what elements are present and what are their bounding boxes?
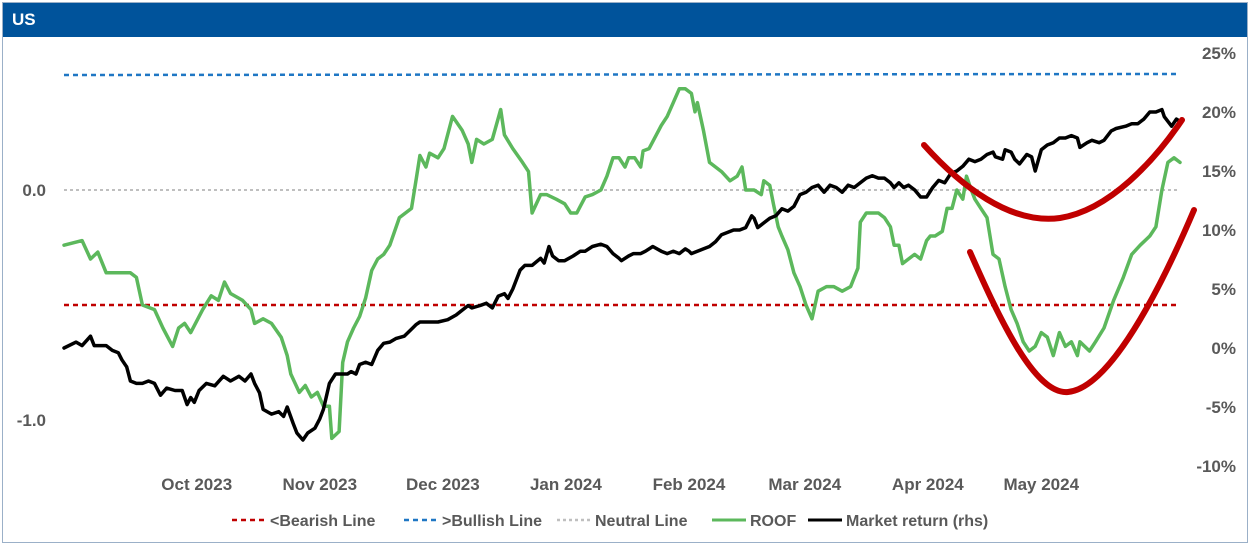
- lower-smile-annotation: [967, 207, 1197, 396]
- right-axis-tick-label: 20%: [1202, 103, 1236, 122]
- right-axis-tick-label: 0%: [1211, 339, 1236, 358]
- left-axis-tick-label: -1.0: [17, 411, 46, 430]
- x-axis-tick-label: Feb 2024: [653, 475, 726, 494]
- legend-label: <Bearish Line: [270, 513, 375, 530]
- legend-label: ROOF: [750, 513, 796, 530]
- legend-label: Neutral Line: [595, 513, 688, 530]
- roof-series-line: [62, 87, 1182, 441]
- bullish-line: [63, 72, 1181, 77]
- x-axis-tick-label: Nov 2023: [282, 475, 357, 494]
- market-return-series-line: [62, 107, 1182, 442]
- right-axis-tick-label: -10%: [1196, 457, 1236, 476]
- x-axis-tick-label: Oct 2023: [161, 475, 232, 494]
- legend-label: >Bullish Line: [442, 513, 542, 530]
- right-axis-tick-label: 15%: [1202, 162, 1236, 181]
- legend-label: Market return (rhs): [846, 513, 988, 530]
- x-axis-tick-label: Mar 2024: [768, 475, 841, 494]
- x-axis-tick-label: Dec 2023: [406, 475, 480, 494]
- x-axis-tick-label: Apr 2024: [892, 475, 964, 494]
- upper-smile-annotation: [921, 117, 1185, 222]
- x-axis-tick-label: May 2024: [1003, 475, 1079, 494]
- left-axis-tick-label: 0.0: [22, 181, 46, 200]
- x-axis-tick-label: Jan 2024: [530, 475, 602, 494]
- right-axis-tick-label: 25%: [1202, 44, 1236, 63]
- chart-title: US: [3, 3, 1247, 37]
- right-axis-tick-label: -5%: [1206, 398, 1236, 417]
- right-axis-tick-label: 10%: [1202, 221, 1236, 240]
- right-axis-tick-label: 5%: [1211, 280, 1236, 299]
